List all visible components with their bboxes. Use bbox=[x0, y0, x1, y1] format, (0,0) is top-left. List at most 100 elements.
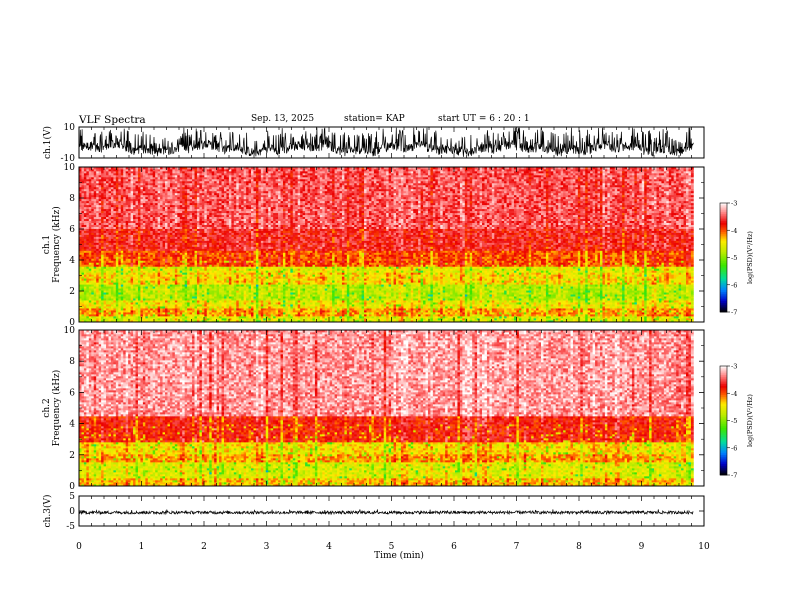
psd-cell bbox=[111, 233, 114, 235]
psd-cell bbox=[86, 314, 89, 316]
psd-cell bbox=[81, 233, 84, 235]
psd-cell bbox=[91, 223, 94, 225]
psd-cell bbox=[111, 304, 114, 306]
vlf-figure: 10-10ch.1(V)0246810ch.1 Frequency (kHz)-3… bbox=[0, 0, 792, 612]
psd-cell bbox=[113, 175, 116, 177]
psd-cell bbox=[89, 209, 92, 211]
psd-cell bbox=[99, 195, 102, 197]
psd-cell bbox=[84, 264, 87, 266]
psd-cell bbox=[86, 183, 89, 185]
psd-cell bbox=[101, 274, 104, 276]
psd-cell bbox=[118, 231, 121, 233]
psd-cell bbox=[108, 177, 111, 179]
psd-cell bbox=[101, 286, 104, 288]
psd-cell bbox=[108, 258, 111, 260]
psd-cell bbox=[106, 258, 109, 260]
psd-cell bbox=[111, 246, 114, 248]
psd-cell bbox=[99, 223, 102, 225]
psd-cell bbox=[101, 258, 104, 260]
psd-cell bbox=[84, 272, 87, 274]
psd-cell bbox=[108, 314, 111, 316]
psd-cell bbox=[104, 288, 107, 290]
psd-cell bbox=[86, 181, 89, 183]
psd-cell bbox=[99, 219, 102, 221]
psd-cell bbox=[96, 308, 99, 310]
psd-cell bbox=[91, 304, 94, 306]
psd-cell bbox=[101, 314, 104, 316]
psd-cell bbox=[89, 241, 92, 243]
psd-cell bbox=[116, 268, 119, 270]
psd-cell bbox=[113, 278, 116, 280]
psd-cell bbox=[104, 266, 107, 268]
psd-cell bbox=[111, 300, 114, 302]
psd-cell bbox=[94, 205, 97, 207]
psd-cell bbox=[84, 278, 87, 280]
psd-cell bbox=[91, 197, 94, 199]
psd-cell bbox=[96, 183, 99, 185]
psd-cell bbox=[108, 245, 111, 247]
psd-cell bbox=[99, 290, 102, 292]
psd-cell bbox=[116, 211, 119, 213]
psd-cell bbox=[84, 203, 87, 205]
psd-cell bbox=[89, 205, 92, 207]
psd-cell bbox=[91, 245, 94, 247]
psd-cell bbox=[108, 268, 111, 270]
psd-cell bbox=[113, 217, 116, 219]
psd-cell bbox=[104, 239, 107, 241]
psd-cell bbox=[101, 227, 104, 229]
psd-cell bbox=[106, 213, 109, 215]
psd-cell bbox=[99, 183, 102, 185]
psd-cell bbox=[94, 169, 97, 171]
psd-cell bbox=[118, 252, 121, 254]
psd-cell bbox=[111, 237, 114, 239]
psd-cell bbox=[104, 217, 107, 219]
psd-cell bbox=[106, 260, 109, 262]
psd-cell bbox=[89, 211, 92, 213]
psd-cell bbox=[84, 213, 87, 215]
psd-cell bbox=[84, 241, 87, 243]
psd-cell bbox=[91, 227, 94, 229]
psd-cell bbox=[106, 239, 109, 241]
psd-cell bbox=[81, 237, 84, 239]
psd-cell bbox=[116, 223, 119, 225]
psd-cell bbox=[91, 264, 94, 266]
psd-cell bbox=[84, 310, 87, 312]
psd-cell bbox=[101, 169, 104, 171]
psd-cell bbox=[89, 314, 92, 316]
psd-cell bbox=[111, 268, 114, 270]
psd-cell bbox=[86, 280, 89, 282]
psd-cell bbox=[108, 290, 111, 292]
psd-cell bbox=[121, 310, 124, 312]
psd-cell bbox=[106, 278, 109, 280]
psd-cell bbox=[89, 187, 92, 189]
psd-cell bbox=[111, 189, 114, 191]
psd-cell bbox=[106, 219, 109, 221]
psd-cell bbox=[111, 239, 114, 241]
psd-cell bbox=[99, 231, 102, 233]
psd-cell bbox=[84, 286, 87, 288]
psd-cell bbox=[113, 189, 116, 191]
psd-cell bbox=[99, 266, 102, 268]
psd-cell bbox=[113, 310, 116, 312]
psd-cell bbox=[111, 308, 114, 310]
psd-cell bbox=[81, 209, 84, 211]
psd-cell bbox=[99, 254, 102, 256]
psd-cell bbox=[116, 173, 119, 175]
psd-cell bbox=[96, 282, 99, 284]
psd-cell bbox=[116, 175, 119, 177]
psd-cell bbox=[104, 260, 107, 262]
psd-cell bbox=[116, 280, 119, 282]
psd-cell bbox=[111, 231, 114, 233]
psd-cell bbox=[116, 252, 119, 254]
psd-cell bbox=[118, 250, 121, 252]
psd-cell bbox=[111, 278, 114, 280]
psd-cell bbox=[104, 252, 107, 254]
psd-cell bbox=[113, 205, 116, 207]
psd-cell bbox=[118, 181, 121, 183]
psd-cell bbox=[113, 318, 116, 320]
psd-cell bbox=[81, 302, 84, 304]
psd-cell bbox=[89, 177, 92, 179]
psd-cell bbox=[113, 258, 116, 260]
psd-cell bbox=[99, 225, 102, 227]
psd-cell bbox=[108, 260, 111, 262]
